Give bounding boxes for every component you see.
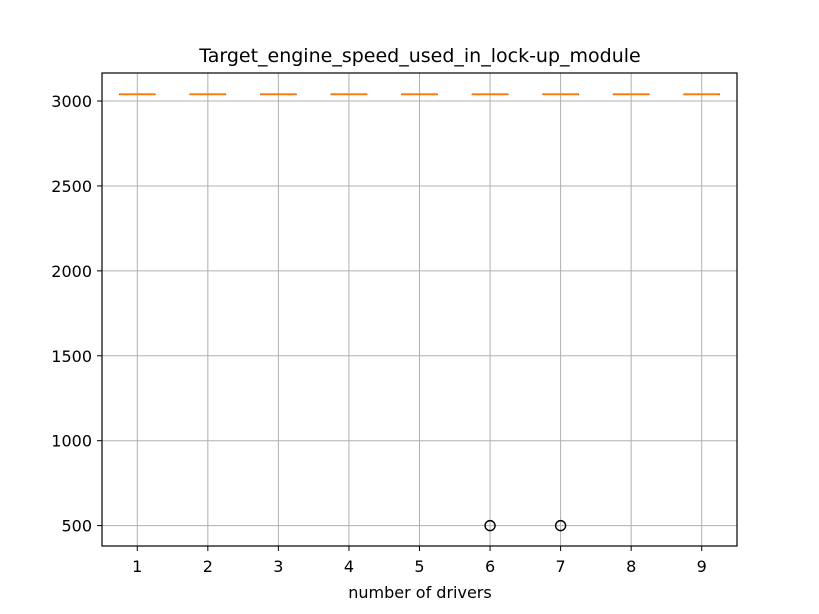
- x-tick-label: 5: [414, 557, 424, 576]
- chart-title: Target_engine_speed_used_in_lock-up_modu…: [198, 45, 641, 67]
- x-tick-label: 4: [344, 557, 354, 576]
- y-tick-label: 2500: [51, 177, 92, 196]
- y-tick-label: 1500: [51, 347, 92, 366]
- tick-layer: 1 2 3 4 5 6 7 8 9 500 1000 1500 2000 2500 3000: [51, 92, 707, 576]
- y-tick-label: 2000: [51, 262, 92, 281]
- y-tick-label: 500: [61, 517, 92, 536]
- y-tick-label: 1000: [51, 432, 92, 451]
- x-tick-label: 9: [697, 557, 707, 576]
- box-layer: [118, 93, 721, 96]
- x-axis-label: number of drivers: [348, 583, 491, 602]
- outlier-layer: [484, 519, 567, 532]
- outlier-point: [484, 519, 496, 532]
- outlier-point: [554, 519, 567, 532]
- x-tick-label: 6: [485, 557, 495, 576]
- x-tick-label: 2: [203, 557, 213, 576]
- x-tick-label: 3: [273, 557, 283, 576]
- x-tick-label: 8: [626, 557, 636, 576]
- y-tick-label: 3000: [51, 92, 92, 111]
- x-tick-label: 1: [132, 557, 142, 576]
- grid-layer: [102, 73, 737, 546]
- x-tick-label: 7: [556, 557, 566, 576]
